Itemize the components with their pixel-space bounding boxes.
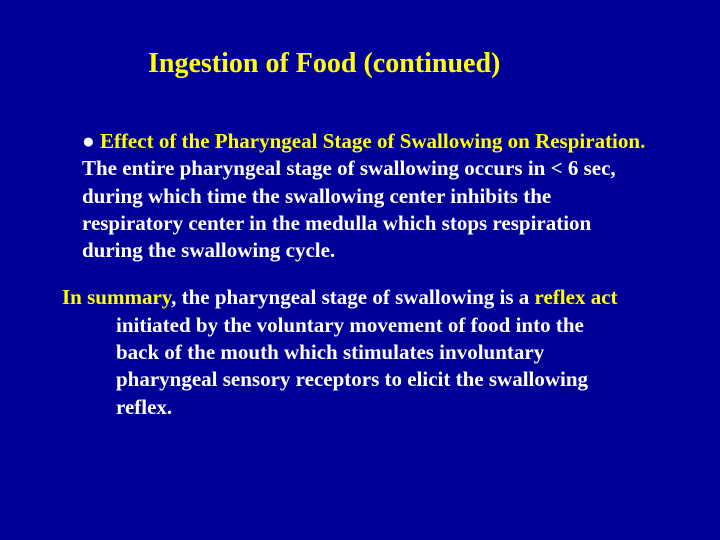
bullet-body-text: The entire pharyngeal stage of swallowin… xyxy=(82,156,616,262)
summary-paragraph: In summary, the pharyngeal stage of swal… xyxy=(54,284,666,420)
slide: Ingestion of Food (continued) ● Effect o… xyxy=(0,0,720,540)
bullet-paragraph: ● Effect of the Pharyngeal Stage of Swal… xyxy=(54,128,666,264)
summary-lead: In summary xyxy=(62,285,171,309)
bullet-icon: ● xyxy=(82,129,95,153)
summary-reflex: reflex act xyxy=(535,285,618,309)
slide-content: ● Effect of the Pharyngeal Stage of Swal… xyxy=(0,80,720,421)
slide-title: Ingestion of Food (continued) xyxy=(0,0,720,80)
bullet-heading: Effect of the Pharyngeal Stage of Swallo… xyxy=(100,129,645,153)
summary-mid1: , the pharyngeal stage of swallowing is … xyxy=(171,285,534,309)
summary-rest: initiated by the voluntary movement of f… xyxy=(62,312,626,421)
